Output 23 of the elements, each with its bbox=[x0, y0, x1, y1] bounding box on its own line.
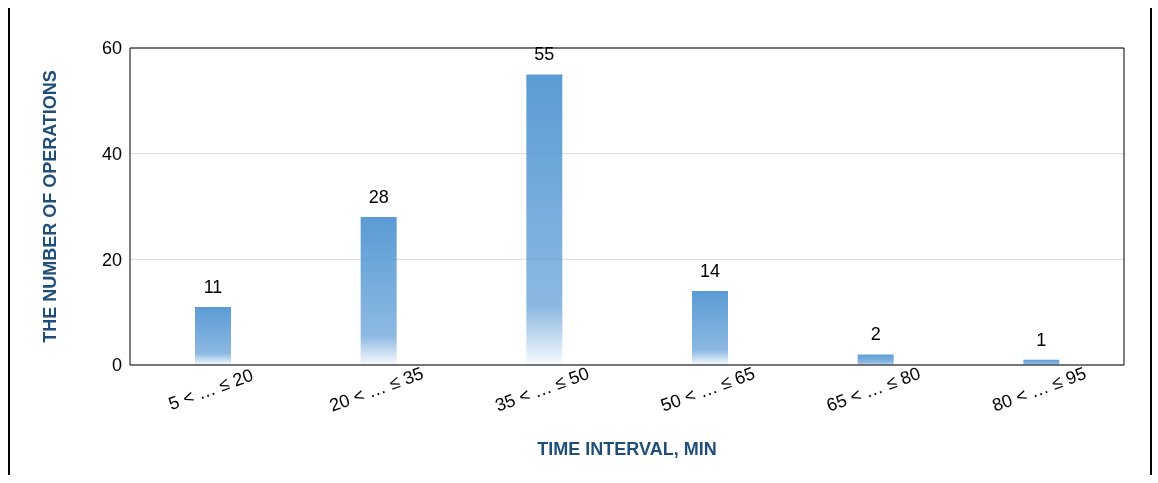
y-tick-label: 20 bbox=[101, 249, 122, 270]
y-axis-title: THE NUMBER OF OPERATIONS bbox=[40, 70, 61, 343]
y-tick-label: 60 bbox=[101, 38, 122, 59]
bar bbox=[692, 291, 728, 365]
data-label: 14 bbox=[699, 261, 721, 282]
bar bbox=[526, 74, 563, 365]
data-label: 11 bbox=[203, 276, 223, 297]
bar bbox=[360, 217, 397, 365]
x-tick-label: 20 < … ≤ 35 bbox=[326, 363, 427, 416]
data-label: 55 bbox=[534, 44, 555, 65]
x-axis-title: TIME INTERVAL, MIN bbox=[537, 439, 717, 459]
bar bbox=[195, 306, 231, 365]
x-tick-label: 35 < … ≤ 50 bbox=[492, 363, 592, 416]
bar bbox=[857, 354, 894, 365]
x-tick-label: 65 < … ≤ 80 bbox=[823, 363, 924, 416]
y-tick-label: 0 bbox=[111, 355, 122, 376]
data-label: 1 bbox=[1036, 329, 1047, 350]
data-label: 2 bbox=[870, 324, 881, 345]
data-label: 28 bbox=[368, 187, 389, 208]
x-tick-label: 80 < … ≤ 95 bbox=[989, 363, 1089, 416]
x-tick-label: 5 < … ≤ 20 bbox=[165, 364, 256, 414]
x-tick-label: 50 < … ≤ 65 bbox=[658, 363, 758, 416]
y-tick-label: 40 bbox=[101, 144, 122, 165]
